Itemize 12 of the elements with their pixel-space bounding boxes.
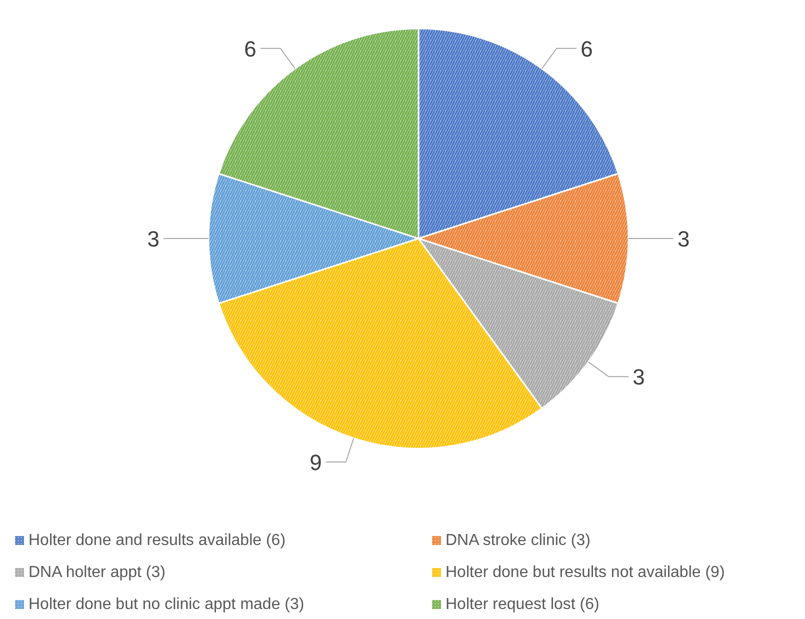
data-label: 3 [632, 364, 645, 390]
legend-label: DNA stroke clinic (3) [446, 532, 590, 549]
data-label: 9 [310, 450, 322, 475]
data-label: 3 [678, 226, 690, 252]
legend-label: Holter done but no clinic appt made (3) [28, 596, 304, 613]
data-label: 6 [244, 36, 256, 62]
legend-label: Holter done and results available (6) [28, 532, 286, 549]
legend-label: DNA holter appt (3) [28, 564, 166, 581]
legend-label: Holter done but results not available (9) [446, 564, 725, 581]
data-label: 6 [580, 36, 593, 62]
legend-label: Holter request lost (6) [446, 596, 600, 613]
data-label: 3 [147, 226, 160, 252]
